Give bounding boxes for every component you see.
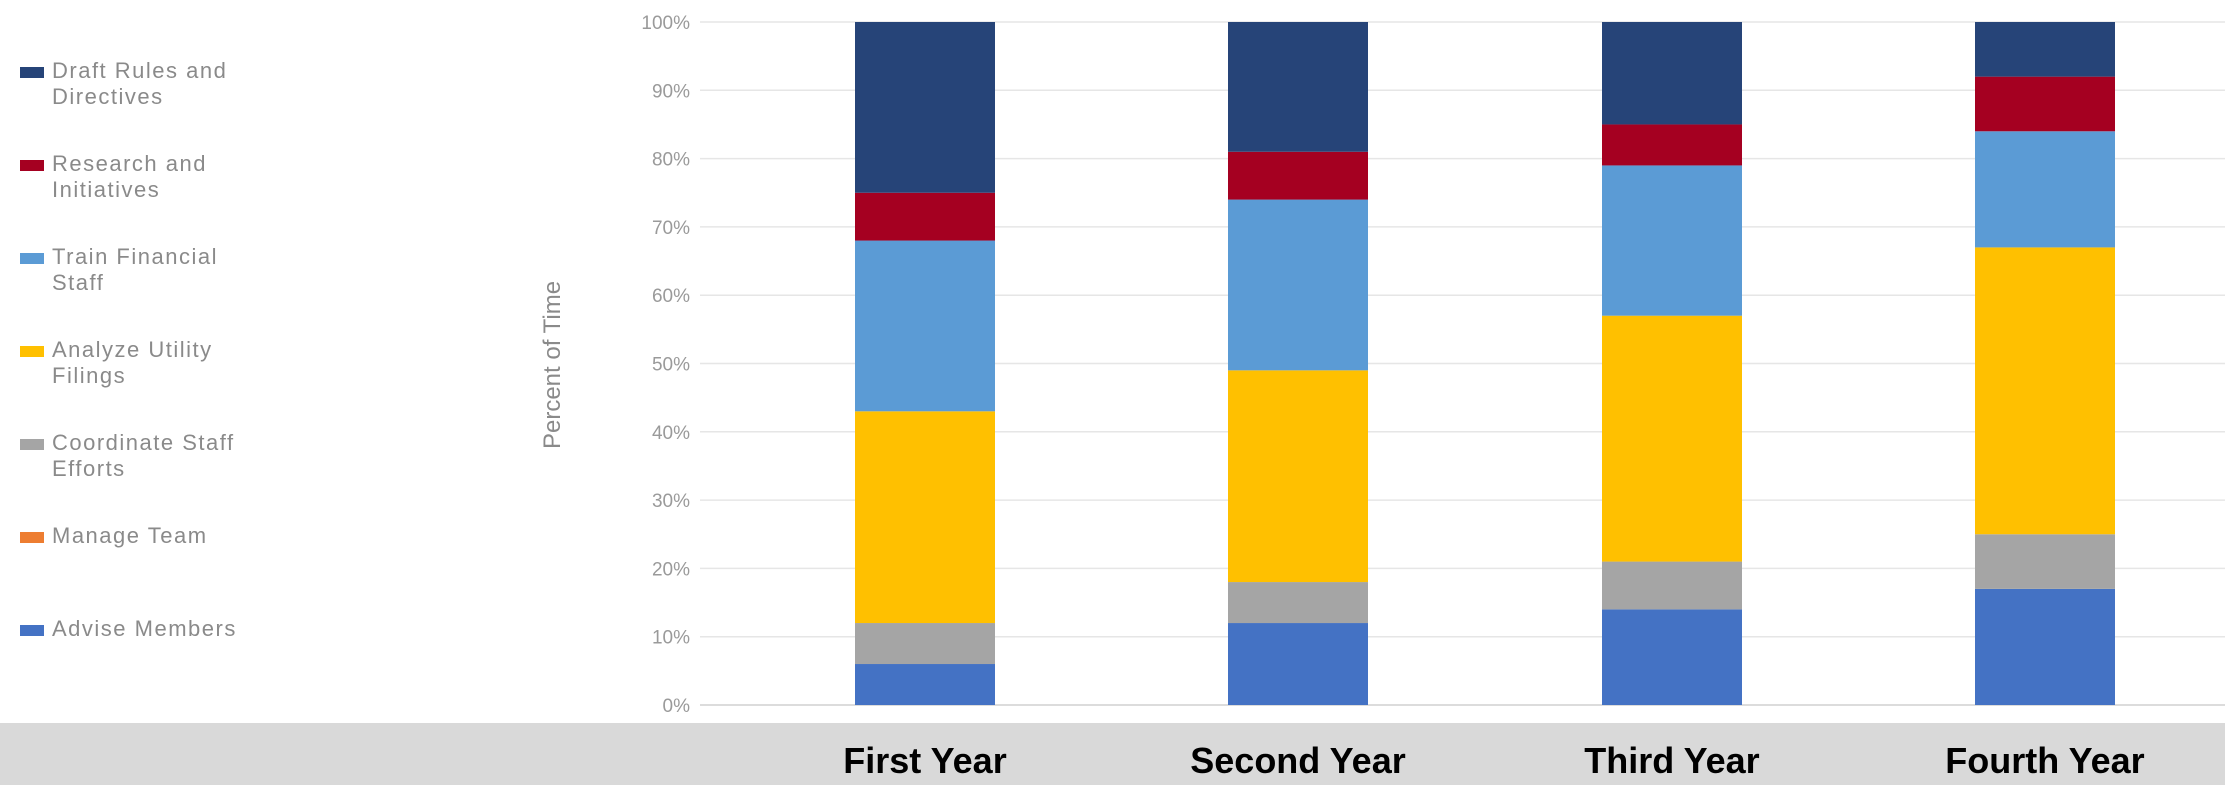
- y-tick-label: 100%: [641, 13, 690, 34]
- bar-segment: [855, 411, 995, 624]
- bar-segment: [855, 623, 995, 665]
- bar-segment: [1602, 609, 1742, 705]
- y-tick-label: 70%: [652, 218, 690, 239]
- y-tick-label: 10%: [652, 628, 690, 649]
- bar-stack: [1228, 22, 1368, 705]
- bar-segment: [1602, 124, 1742, 166]
- legend-item: Draft Rules and Directives: [20, 58, 400, 110]
- bar-segment: [855, 22, 995, 193]
- bar-segment: [1975, 588, 2115, 705]
- legend-item: Manage Team: [20, 523, 400, 549]
- y-axis-label: Percent of Time: [539, 281, 566, 449]
- y-axis-ticks: 0% 10% 20% 30% 40% 50% 60% 70% 80% 90% 100%: [641, 13, 690, 717]
- category-label: Fourth Year: [1945, 740, 2145, 781]
- category-footer-band: [0, 723, 2225, 785]
- bar-segment: [1228, 370, 1368, 583]
- bar-segment: [855, 664, 995, 705]
- legend-label: Research and Initiatives: [52, 151, 207, 202]
- bar-segment: [1975, 76, 2115, 132]
- legend-swatch: [20, 160, 44, 171]
- legend-label: Advise Members: [52, 616, 237, 641]
- legend-item: Advise Members: [20, 616, 400, 642]
- bar-segment: [1602, 165, 1742, 316]
- bar-segment: [1228, 199, 1368, 371]
- legend-item: Coordinate Staff Efforts: [20, 430, 400, 482]
- legend-swatch: [20, 532, 44, 543]
- bar-segment: [1602, 315, 1742, 562]
- legend-item: Train Financial Staff: [20, 244, 400, 296]
- legend-label: Manage Team: [52, 523, 208, 548]
- bar-segment: [855, 240, 995, 412]
- y-tick-label: 40%: [652, 423, 690, 444]
- bar-segment: [1975, 247, 2115, 535]
- legend-item: Analyze Utility Filings: [20, 337, 400, 389]
- category-label: First Year: [843, 740, 1007, 781]
- bar-segment: [1975, 534, 2115, 589]
- y-tick-label: 30%: [652, 491, 690, 512]
- legend-swatch: [20, 346, 44, 357]
- legend-swatch: [20, 625, 44, 636]
- bar-stack: [855, 22, 995, 705]
- category-label: Third Year: [1584, 740, 1760, 781]
- legend-swatch: [20, 253, 44, 264]
- legend-label: Draft Rules and Directives: [52, 58, 228, 109]
- y-tick-label: 50%: [652, 355, 690, 376]
- legend-swatch: [20, 439, 44, 450]
- category-label: Second Year: [1190, 740, 1406, 781]
- bar-segment: [1228, 22, 1368, 152]
- legend-label: Analyze Utility Filings: [52, 337, 213, 388]
- y-tick-label: 60%: [652, 286, 690, 307]
- bar-segment: [1602, 22, 1742, 125]
- bar-segment: [1602, 561, 1742, 610]
- bar-stack: [1975, 22, 2115, 705]
- bar-segment: [1228, 582, 1368, 624]
- y-tick-label: 20%: [652, 559, 690, 580]
- legend-swatch: [20, 67, 44, 78]
- bar-segment: [1228, 623, 1368, 705]
- y-tick-label: 80%: [652, 150, 690, 171]
- legend-label: Coordinate Staff Efforts: [52, 430, 235, 481]
- bar-stack: [1602, 22, 1742, 705]
- bar-segment: [855, 192, 995, 241]
- legend-item: Research and Initiatives: [20, 151, 400, 203]
- y-tick-label: 0%: [663, 696, 691, 717]
- bar-segment: [1975, 22, 2115, 77]
- y-tick-label: 90%: [652, 81, 690, 102]
- bar-segment: [1975, 131, 2115, 248]
- bars: [855, 22, 2115, 705]
- bar-segment: [1228, 151, 1368, 200]
- legend-label: Train Financial Staff: [52, 244, 218, 295]
